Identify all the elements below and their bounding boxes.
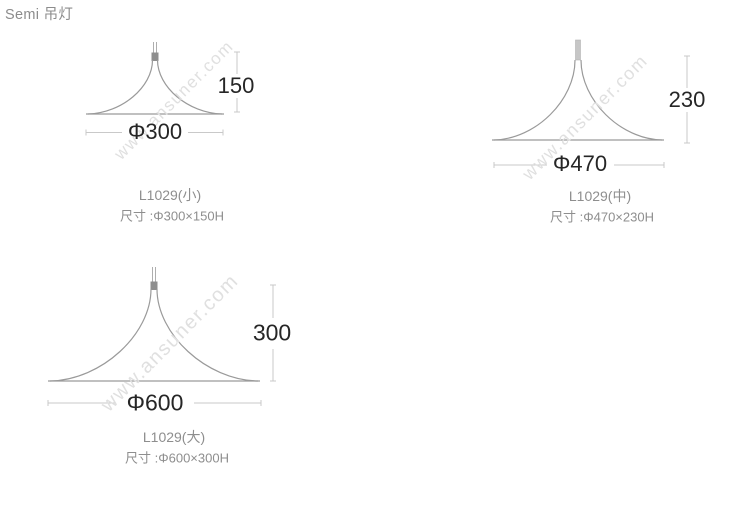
lamp-large-drawing xyxy=(48,267,260,382)
lamp-small-socket xyxy=(151,52,159,61)
size-label-large: 尺寸 :Φ600×300H xyxy=(125,450,229,466)
page-title: Semi 吊灯 xyxy=(5,7,74,23)
lamp-small-dimension-lines xyxy=(85,51,240,136)
lamp-large-shade-left xyxy=(49,288,152,382)
lamp-small-shade-left xyxy=(87,59,154,115)
height-dimension-label-large: 300 xyxy=(252,319,292,346)
diameter-dimension-label-large: Φ600 xyxy=(126,389,184,416)
height-dimension-label-small: 150 xyxy=(217,73,255,98)
lamp-medium-drawing xyxy=(492,39,664,141)
diameter-dimension-label-medium: Φ470 xyxy=(552,151,608,176)
lamp-small-shade-right xyxy=(156,59,223,115)
diameter-dimension-label-small: Φ300 xyxy=(127,119,183,144)
lamp-large-shade-right xyxy=(156,288,259,382)
size-label-small: 尺寸 :Φ300×150H xyxy=(120,208,224,224)
model-label-medium: L1029(中) xyxy=(568,188,632,204)
model-label-large: L1029(大) xyxy=(142,429,206,445)
lamp-medium-shade-right xyxy=(580,59,663,141)
lamp-medium-shade-left xyxy=(493,59,576,141)
lamp-large-socket xyxy=(150,281,158,290)
lamp-small-drawing xyxy=(86,42,224,115)
lamp-medium-stem xyxy=(575,39,581,61)
model-label-small: L1029(小) xyxy=(138,187,202,203)
height-dimension-label-medium: 230 xyxy=(668,87,706,112)
lamp-medium-dimension-lines xyxy=(493,55,690,168)
size-label-medium: 尺寸 :Φ470×230H xyxy=(550,209,654,225)
lamp-large-dimension-lines xyxy=(47,284,276,406)
